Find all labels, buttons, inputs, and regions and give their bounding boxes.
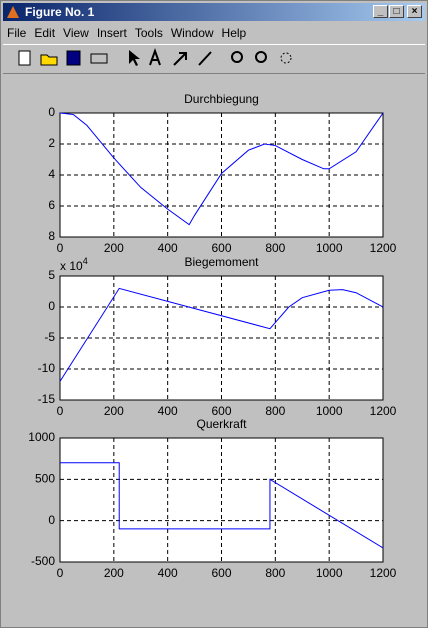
title-bar: Figure No. 1 _ □ ×: [3, 3, 425, 21]
y-multiplier: x 104: [60, 256, 88, 273]
x-tick-label: 200: [104, 241, 124, 255]
close-button[interactable]: ×: [407, 5, 422, 18]
toolbar-icons: [18, 48, 292, 66]
window-title: Figure No. 1: [25, 5, 95, 19]
new-icon[interactable]: [18, 50, 31, 66]
data-line: [59, 287, 384, 382]
y-tick-label: -500: [31, 554, 55, 568]
menu-item[interactable]: Tools: [134, 26, 163, 40]
x-tick-label: 0: [57, 404, 64, 418]
print-icon[interactable]: [90, 53, 108, 64]
menu-bar: File Edit View Insert Tools Window Help: [3, 23, 250, 43]
x-tick-label: 800: [265, 241, 285, 255]
menu-item[interactable]: View: [63, 26, 89, 40]
y-tick-label: 0: [48, 299, 55, 313]
axes-frame: [59, 112, 384, 238]
y-tick-label: -10: [38, 361, 56, 375]
y-tick-label: 4: [48, 167, 55, 181]
maximize-button[interactable]: □: [389, 5, 404, 18]
x-tick-label: 1200: [370, 404, 397, 418]
y-tick-label: 500: [35, 472, 55, 486]
x-tick-label: 1200: [370, 241, 397, 255]
y-tick-label: 5: [48, 268, 55, 282]
y-tick-label: -15: [38, 392, 56, 406]
rotate-icon[interactable]: [280, 52, 292, 64]
data-line: [59, 112, 384, 226]
x-tick-label: 400: [158, 241, 178, 255]
x-tick-label: 200: [104, 404, 124, 418]
line-icon[interactable]: [198, 51, 212, 66]
menu-item[interactable]: Insert: [96, 26, 127, 40]
y-tick-label: 0: [48, 105, 55, 119]
x-tick-label: 800: [265, 566, 285, 580]
zoom-out-icon[interactable]: [255, 51, 267, 63]
select-icon[interactable]: [129, 50, 140, 66]
zoom-in-icon[interactable]: [231, 51, 243, 63]
x-tick-label: 1000: [316, 566, 343, 580]
y-tick-label: -5: [44, 330, 55, 344]
y-tick-label: 1000: [28, 430, 55, 444]
plot-title: Durchbiegung: [184, 92, 259, 106]
app-icon: [7, 6, 19, 18]
x-tick-label: 800: [265, 404, 285, 418]
x-tick-label: 0: [57, 566, 64, 580]
menu-item[interactable]: Edit: [34, 26, 56, 40]
menu-item[interactable]: Help: [221, 26, 247, 40]
x-tick-label: 600: [211, 241, 231, 255]
y-tick-label: 8: [48, 229, 55, 243]
y-multiplier-exponent: 4: [83, 256, 88, 266]
menu-item[interactable]: Window: [170, 26, 214, 40]
y-tick-label: 2: [48, 136, 55, 150]
axes-frame: [59, 437, 384, 563]
x-tick-label: 1000: [316, 404, 343, 418]
x-tick-label: 400: [158, 404, 178, 418]
plot-title: Querkraft: [196, 417, 247, 431]
plot-title: Biegemoment: [184, 255, 259, 269]
data-line: [60, 462, 384, 549]
x-tick-label: 200: [104, 566, 124, 580]
x-tick-label: 600: [211, 404, 231, 418]
x-tick-label: 400: [158, 566, 178, 580]
y-tick-label: 0: [48, 513, 55, 527]
y-tick-label: 6: [48, 198, 55, 212]
text-icon[interactable]: [149, 48, 161, 66]
y-multiplier-base: x 10: [60, 259, 83, 273]
x-tick-label: 1200: [370, 566, 397, 580]
toolbar: [3, 44, 425, 74]
x-tick-label: 600: [211, 566, 231, 580]
menu-item[interactable]: File: [7, 26, 27, 40]
minimize-button[interactable]: _: [373, 5, 388, 18]
axes-frame: [59, 275, 384, 401]
save-icon[interactable]: [66, 50, 81, 66]
x-tick-label: 1000: [316, 241, 343, 255]
open-icon[interactable]: [40, 54, 58, 66]
arrow-icon[interactable]: [173, 52, 187, 66]
axes: [60, 438, 383, 562]
x-tick-label: 0: [57, 241, 64, 255]
